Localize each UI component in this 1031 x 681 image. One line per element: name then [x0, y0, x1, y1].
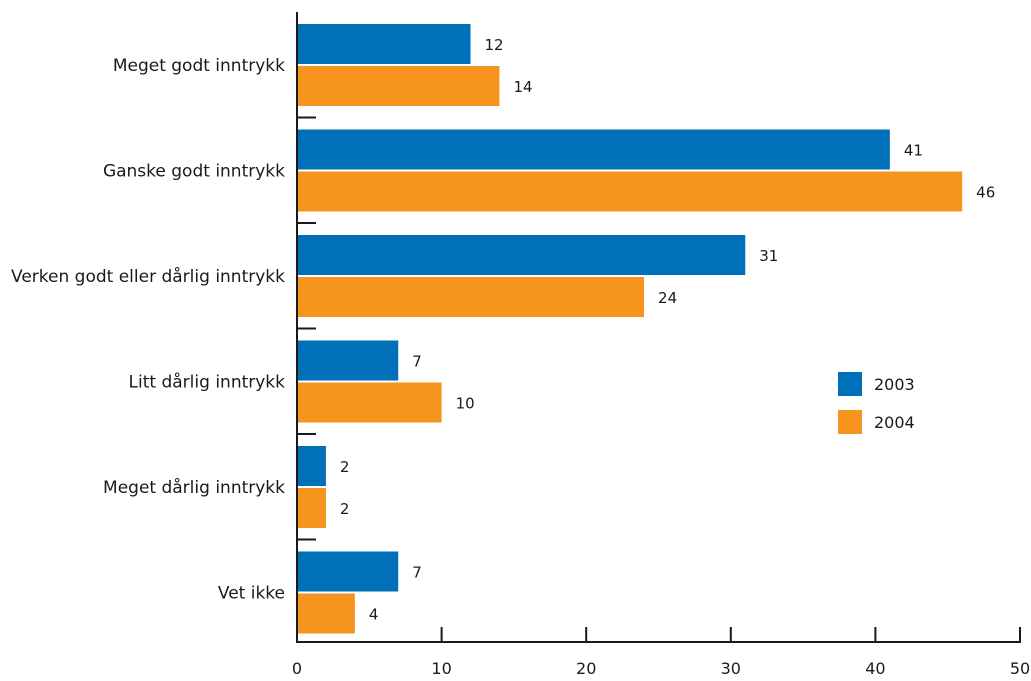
bar-2003	[297, 551, 399, 592]
value-label: 2	[340, 500, 350, 518]
value-label: 4	[369, 606, 379, 624]
bar-2003	[297, 129, 890, 170]
bar-2004	[297, 488, 326, 528]
x-tick-label: 50	[1010, 659, 1030, 678]
value-label: 14	[513, 78, 532, 96]
bar-2003	[297, 24, 471, 64]
value-label: 31	[759, 247, 778, 265]
bar-2004	[297, 593, 355, 634]
value-label: 12	[485, 36, 504, 54]
x-tick-label: 20	[576, 659, 596, 678]
x-tick-label: 40	[865, 659, 885, 678]
category-label: Meget godt inntrykk	[113, 56, 285, 76]
category-label: Vet ikke	[218, 583, 285, 603]
bar-2003	[297, 340, 399, 381]
value-label: 2	[340, 458, 350, 476]
category-label: Ganske godt inntrykk	[103, 161, 285, 181]
x-tick-label: 30	[721, 659, 741, 678]
value-label: 10	[456, 395, 475, 413]
category-label: Litt dårlig inntrykk	[129, 371, 286, 392]
value-label: 46	[976, 184, 995, 202]
category-label: Meget dårlig inntrykk	[103, 477, 285, 498]
legend-label: 2003	[874, 375, 915, 394]
x-tick-label: 0	[292, 659, 302, 678]
bar-2003	[297, 235, 746, 275]
legend-swatch-2004	[838, 410, 862, 434]
value-label: 7	[412, 353, 422, 371]
category-labels-group: Meget godt inntrykk Ganske godt inntrykk V…	[11, 56, 285, 604]
axes-group	[296, 12, 1020, 643]
ticks-group: 0 10 20 30 40 50	[292, 116, 1030, 678]
value-label: 24	[658, 289, 677, 307]
bar-2004	[297, 277, 645, 317]
bar-2004	[297, 66, 500, 106]
bar-2003	[297, 446, 326, 486]
value-label: 7	[412, 564, 422, 582]
legend-label: 2004	[874, 413, 915, 432]
category-label: Verken godt eller dårlig inntrykk	[11, 266, 285, 287]
legend-swatch-2003	[838, 372, 862, 396]
legend: 2003 2004	[838, 372, 915, 434]
bars-group	[297, 24, 963, 634]
bar-2004	[297, 382, 442, 423]
x-tick-label: 10	[431, 659, 451, 678]
value-label: 41	[904, 142, 923, 160]
bar-2004	[297, 171, 963, 212]
value-labels-group: 12 14 41 46 31 24 7 10 2 2 7 4	[340, 36, 995, 624]
